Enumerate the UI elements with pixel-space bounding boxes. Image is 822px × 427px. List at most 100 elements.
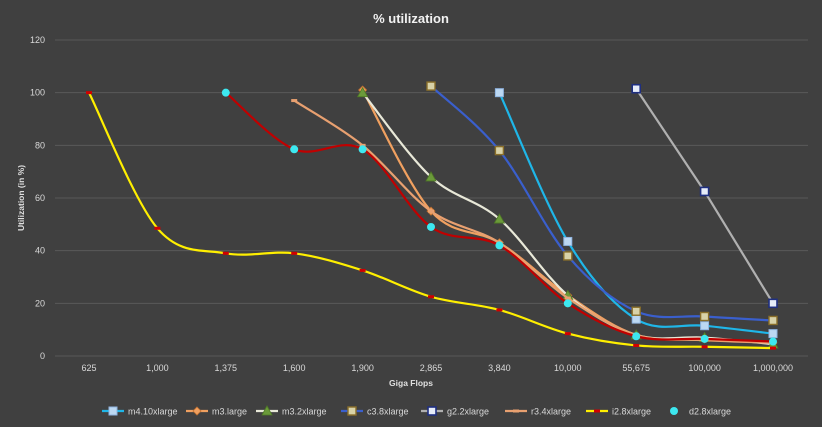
data-point-marker <box>494 145 505 156</box>
data-point-marker <box>564 296 571 300</box>
data-point-marker <box>356 86 369 98</box>
x-tick-label: 3,840 <box>488 363 511 373</box>
series-i2-8xlarge <box>86 91 776 350</box>
legend-label: r3.4xlarge <box>531 407 571 417</box>
data-point-marker <box>428 295 434 299</box>
data-point-marker <box>770 346 776 350</box>
y-axis-ticks: 0 20 40 60 80 100 120 <box>30 35 45 361</box>
data-point-marker <box>428 209 434 213</box>
data-point-marker <box>496 308 503 312</box>
legend: m4.10xlarge m3.large m3.2xlarge c3.8xlarge g… <box>102 405 731 417</box>
series-layer <box>86 81 779 350</box>
legend-item: m3.2xlarge <box>256 405 327 417</box>
series-line <box>224 91 775 343</box>
legend-item: r3.4xlarge <box>505 407 571 417</box>
data-point-marker <box>427 222 435 231</box>
x-tick-label: 625 <box>81 363 96 373</box>
data-point-marker <box>290 145 299 154</box>
chart-title: % utilization <box>373 11 449 26</box>
data-point-marker <box>768 315 778 326</box>
data-point-marker <box>632 332 641 341</box>
legend-label: m3.large <box>212 407 247 417</box>
x-tick-label: 1,000,000 <box>753 363 793 373</box>
legend-label: d2.8xlarge <box>689 407 731 417</box>
data-point-marker <box>699 186 710 197</box>
series-c3-8xlarge <box>426 81 778 326</box>
data-point-marker <box>86 91 92 95</box>
legend-marker <box>192 406 202 416</box>
series-d2-8xlarge <box>221 88 777 346</box>
data-point-marker <box>633 343 640 347</box>
x-tick-label: 1,375 <box>215 363 238 373</box>
x-tick-label: 1,000 <box>146 363 169 373</box>
data-point-marker <box>291 99 298 103</box>
legend-item: g2.2xlarge <box>421 406 489 417</box>
x-axis-ticks: 625 1,000 1,375 1,600 1,900 2,865 3,840 10,000 5… <box>81 363 793 373</box>
legend-item: i2.8xlarge <box>586 407 651 417</box>
series-m4-10xlarge <box>494 88 778 339</box>
x-tick-label: 1,900 <box>351 363 374 373</box>
legend-marker <box>513 409 519 413</box>
data-point-marker <box>701 345 708 349</box>
data-point-marker <box>563 299 572 308</box>
legend-marker <box>594 409 600 413</box>
data-point-marker <box>154 226 161 230</box>
series-g2-2xlarge <box>631 83 778 309</box>
y-tick-label: 60 <box>35 193 45 203</box>
data-point-marker <box>563 236 573 246</box>
y-tick-label: 100 <box>30 88 45 98</box>
y-tick-label: 120 <box>30 35 45 45</box>
legend-marker <box>261 405 273 416</box>
data-point-marker <box>425 171 437 182</box>
x-tick-label: 100,000 <box>688 363 721 373</box>
y-tick-label: 40 <box>35 246 45 256</box>
data-point-marker <box>221 88 230 97</box>
legend-label: i2.8xlarge <box>612 407 651 417</box>
legend-marker <box>108 406 118 416</box>
y-tick-label: 20 <box>35 298 45 308</box>
data-point-marker <box>631 314 641 324</box>
legend-label: m4.10xlarge <box>128 407 178 417</box>
data-point-marker <box>359 268 366 272</box>
gridlines <box>55 39 808 357</box>
data-point-marker <box>564 332 571 336</box>
data-point-marker <box>768 298 778 309</box>
legend-item: m4.10xlarge <box>102 406 178 417</box>
data-point-marker <box>222 251 229 255</box>
data-point-marker <box>631 306 641 316</box>
legend-label: g2.2xlarge <box>447 407 489 417</box>
data-point-marker <box>493 213 506 224</box>
data-point-marker <box>768 329 778 339</box>
data-point-marker <box>495 241 504 250</box>
legend-item: d2.8xlarge <box>670 407 731 417</box>
legend-item: c3.8xlarge <box>341 406 409 417</box>
legend-marker <box>427 406 437 416</box>
legend-label: m3.2xlarge <box>282 407 327 417</box>
series-line <box>498 91 775 335</box>
x-tick-label: 2,865 <box>420 363 443 373</box>
data-point-marker <box>426 81 436 91</box>
y-tick-label: 80 <box>35 140 45 150</box>
data-point-marker <box>494 88 504 98</box>
legend-item: m3.large <box>186 406 247 417</box>
data-point-marker <box>700 321 710 331</box>
data-point-marker <box>358 145 367 154</box>
data-point-marker <box>769 337 777 346</box>
data-point-marker <box>563 251 573 261</box>
series-line <box>87 91 775 350</box>
x-tick-label: 10,000 <box>554 363 582 373</box>
data-point-marker <box>631 83 642 94</box>
x-tick-label: 1,600 <box>283 363 306 373</box>
data-point-marker <box>291 251 298 255</box>
legend-marker <box>347 406 357 416</box>
x-tick-label: 55,675 <box>622 363 650 373</box>
data-point-marker <box>700 334 709 343</box>
y-tick-label: 0 <box>40 351 45 361</box>
legend-marker <box>670 407 678 415</box>
y-axis-label: Utilization (in %) <box>16 165 26 231</box>
data-point-marker <box>699 311 710 322</box>
x-axis-label: Giga Flops <box>389 378 433 388</box>
legend-label: c3.8xlarge <box>367 407 409 417</box>
